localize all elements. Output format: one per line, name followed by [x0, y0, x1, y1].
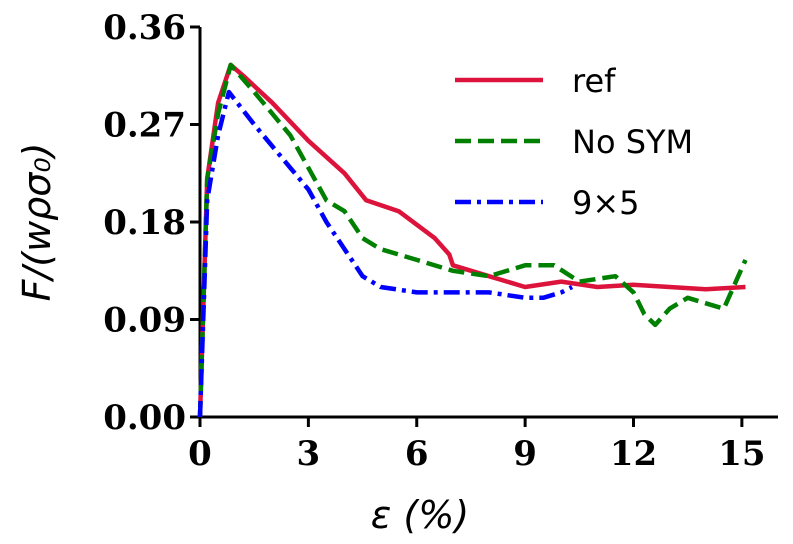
y-tick-label: 0.00 — [103, 398, 186, 438]
legend-label: 9×5 — [572, 184, 640, 222]
y-axis-label: F/(wρσ₀) — [15, 143, 59, 302]
x-tick-label: 0 — [188, 434, 212, 474]
legend-label: No SYM — [572, 123, 693, 161]
x-tick-label: 15 — [718, 434, 765, 474]
legend-label: ref — [572, 62, 616, 100]
y-tick-label: 0.18 — [103, 203, 186, 243]
x-axis-label: ε (%) — [371, 493, 469, 537]
y-tick-label: 0.36 — [103, 8, 186, 48]
x-tick-label: 12 — [610, 434, 657, 474]
series-line — [197, 62, 746, 418]
x-tick-label: 3 — [297, 434, 321, 474]
y-tick-label: 0.27 — [103, 106, 186, 146]
x-tick-label: 9 — [513, 434, 537, 474]
x-tick-label: 6 — [405, 434, 429, 474]
series-line — [197, 62, 748, 418]
y-tick-label: 0.09 — [103, 301, 186, 341]
